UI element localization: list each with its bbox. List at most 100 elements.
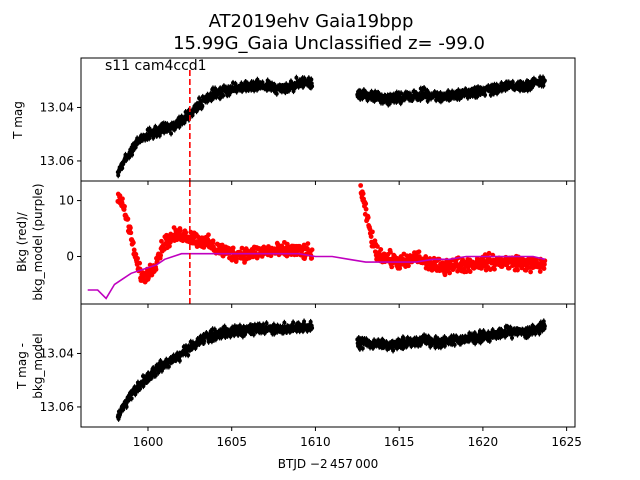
background-point (492, 266, 497, 272)
data-point (124, 404, 129, 409)
background-point (177, 228, 183, 234)
background-point (137, 260, 143, 266)
background-point (370, 229, 375, 235)
background-panel: 10 0 Bkg (red)/ bkg_model (purple) (15, 180, 576, 305)
background-point (120, 196, 125, 202)
background-y-ticks: 10 0 (59, 194, 81, 263)
background-point (305, 241, 311, 247)
data-point (221, 93, 226, 98)
background-point (135, 256, 140, 261)
data-point (510, 335, 515, 340)
background-point (309, 247, 315, 253)
background-point (447, 270, 453, 276)
data-point (310, 326, 315, 331)
data-point (310, 84, 315, 89)
background-point (363, 206, 369, 212)
background-point (234, 256, 239, 262)
y-tick-label: 0 (66, 249, 74, 263)
background-y-axis-label-line2: bkg_model (purple) (31, 183, 45, 300)
chart-title-line2: 15.99G_Gaia Unclassified z= -99.0 (173, 33, 485, 54)
background-point (309, 255, 315, 261)
background-point (486, 250, 492, 256)
data-point (399, 91, 404, 96)
data-point (360, 346, 365, 351)
data-point (452, 342, 457, 347)
background-point (125, 216, 131, 222)
background-point (363, 201, 369, 207)
data-point (542, 78, 547, 83)
background-point (397, 265, 403, 271)
tmag-panel-frame (80, 57, 576, 182)
background-point (122, 204, 127, 209)
data-point (294, 75, 299, 80)
tmag-y-ticks: 13.04 13.06 (40, 100, 81, 168)
background-y-axis-label-line1: Bkg (red)/ (15, 211, 29, 272)
data-point (274, 91, 279, 96)
background-point (541, 266, 547, 271)
y-tick-label: 13.04 (40, 100, 74, 114)
data-point (190, 113, 195, 118)
sector-camera-annotation: s11 cam4ccd1 (105, 58, 207, 74)
data-point (197, 96, 202, 101)
tmag-data-points (115, 74, 547, 179)
data-point (391, 348, 396, 353)
background-data-points (87, 183, 548, 300)
data-point (237, 323, 242, 328)
data-point (205, 99, 210, 104)
data-point (129, 396, 134, 401)
data-point (475, 94, 480, 99)
data-point (131, 148, 136, 153)
data-point (442, 343, 447, 348)
background-point (467, 269, 473, 275)
background-point (153, 267, 159, 272)
background-point (378, 247, 384, 252)
data-point (202, 338, 207, 343)
data-point (153, 373, 158, 378)
data-point (261, 322, 266, 327)
data-point (291, 320, 296, 325)
background-point (230, 245, 236, 251)
background-point (284, 241, 290, 247)
background-point (506, 265, 512, 271)
data-point (483, 92, 488, 97)
data-point (487, 338, 492, 343)
data-point (169, 131, 174, 136)
data-point (401, 336, 406, 341)
data-point (200, 104, 205, 109)
background-point (515, 267, 520, 273)
background-point (128, 225, 133, 231)
data-point (491, 91, 496, 96)
data-point (138, 386, 143, 391)
background-point (537, 269, 543, 274)
data-point (260, 80, 265, 85)
background-point (210, 238, 216, 244)
data-point (177, 358, 182, 363)
background-point (130, 240, 136, 246)
background-point (158, 253, 164, 258)
data-point (219, 334, 224, 339)
data-point (251, 332, 256, 337)
data-point (434, 98, 439, 103)
data-point (174, 125, 179, 130)
data-point (282, 320, 287, 325)
background-point (206, 232, 211, 238)
data-point (481, 329, 486, 334)
background-panel-frame (80, 180, 576, 305)
background-point (368, 234, 374, 239)
data-point (541, 83, 546, 88)
y-tick-label: 10 (59, 194, 74, 208)
data-point (309, 77, 314, 82)
background-point (442, 272, 448, 278)
chart-title-line1: AT2019ehv Gaia19bpp (209, 11, 414, 32)
tmag-panel: s11 cam4ccd1 13.04 13.06 T mag (11, 57, 576, 182)
background-point (167, 243, 172, 249)
background-point (375, 244, 380, 249)
data-point (166, 364, 171, 369)
data-point (302, 319, 307, 324)
background-point (416, 249, 422, 255)
detrended-data-points (115, 318, 547, 422)
y-tick-label: 13.06 (40, 154, 74, 168)
data-point (264, 321, 269, 326)
